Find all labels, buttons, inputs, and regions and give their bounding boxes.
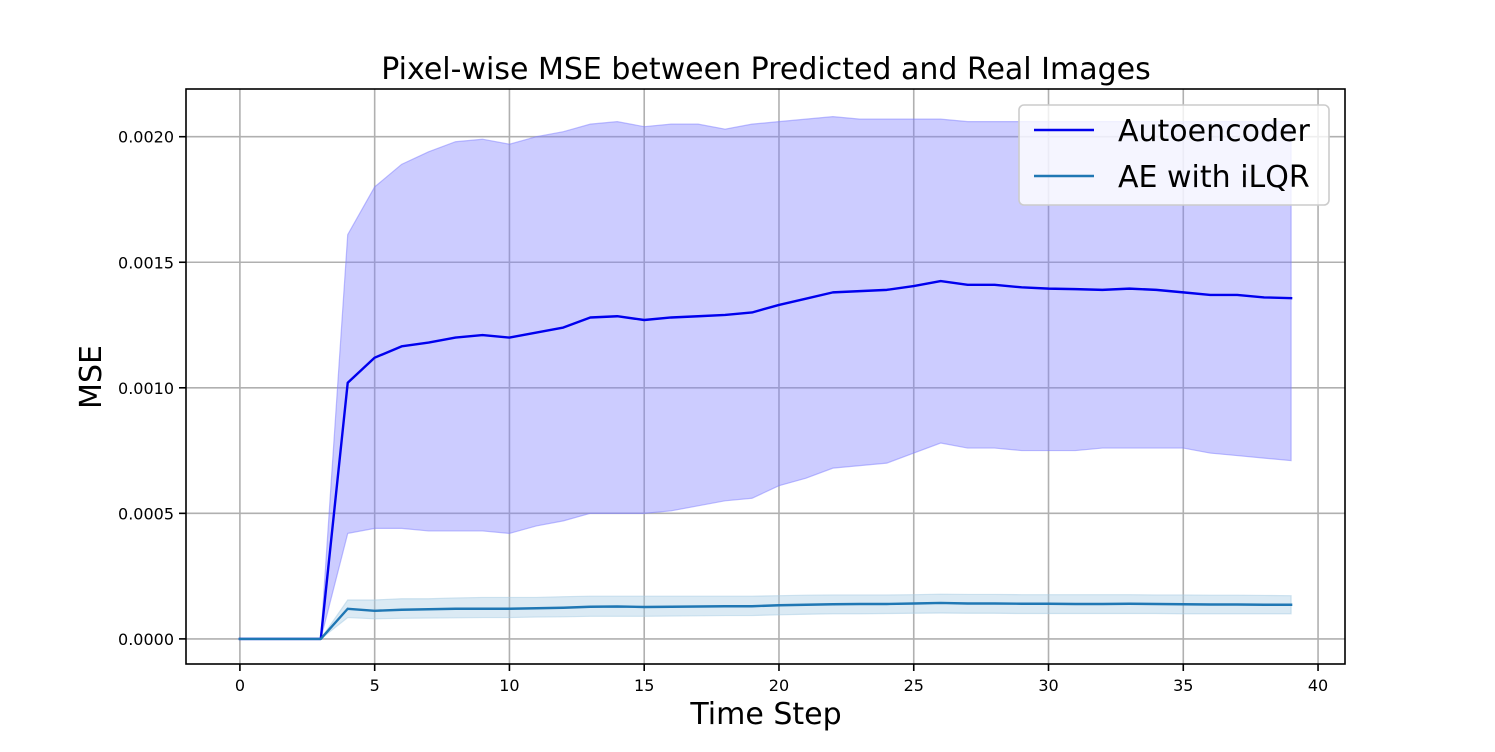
x-tick-label: 20	[769, 676, 789, 695]
y-axis-label: MSE	[74, 345, 109, 409]
plot-frame	[185, 88, 1346, 665]
x-axis-ticks: 0 5 10 15 20 25 30 35 40	[235, 664, 1328, 695]
legend-label-ae-with-ilqr: AE with iLQR	[1118, 160, 1310, 195]
y-tick-label: 0.0010	[118, 379, 174, 398]
legend-box	[1018, 104, 1330, 206]
series-line-autoencoder	[238, 279, 1293, 641]
x-tick-label: 25	[904, 676, 924, 695]
x-tick-label: 35	[1173, 676, 1193, 695]
y-tick-label: 0.0020	[118, 128, 174, 147]
y-axis-ticks: 0.0000 0.0005 0.0010 0.0015 0.0020	[118, 128, 186, 649]
x-tick-label: 10	[499, 676, 519, 695]
y-tick-label: 0.0015	[118, 253, 174, 272]
legend: Autoencoder AE with iLQR	[1018, 104, 1330, 206]
confidence-band-autoencoder	[239, 116, 1292, 640]
x-tick-label: 0	[235, 676, 245, 695]
series-lines	[238, 279, 1293, 641]
x-axis-label: Time Step	[689, 697, 841, 732]
x-tick-label: 30	[1038, 676, 1058, 695]
chart-title: Pixel-wise MSE between Predicted and Rea…	[381, 52, 1151, 87]
y-tick-label: 0.0005	[118, 504, 174, 523]
x-tick-label: 15	[634, 676, 654, 695]
series-line-ae-with-ilqr	[238, 601, 1293, 641]
legend-label-autoencoder: Autoencoder	[1118, 114, 1310, 149]
y-tick-label: 0.0000	[118, 630, 174, 649]
x-tick-label: 5	[370, 676, 380, 695]
x-tick-label: 40	[1308, 676, 1328, 695]
